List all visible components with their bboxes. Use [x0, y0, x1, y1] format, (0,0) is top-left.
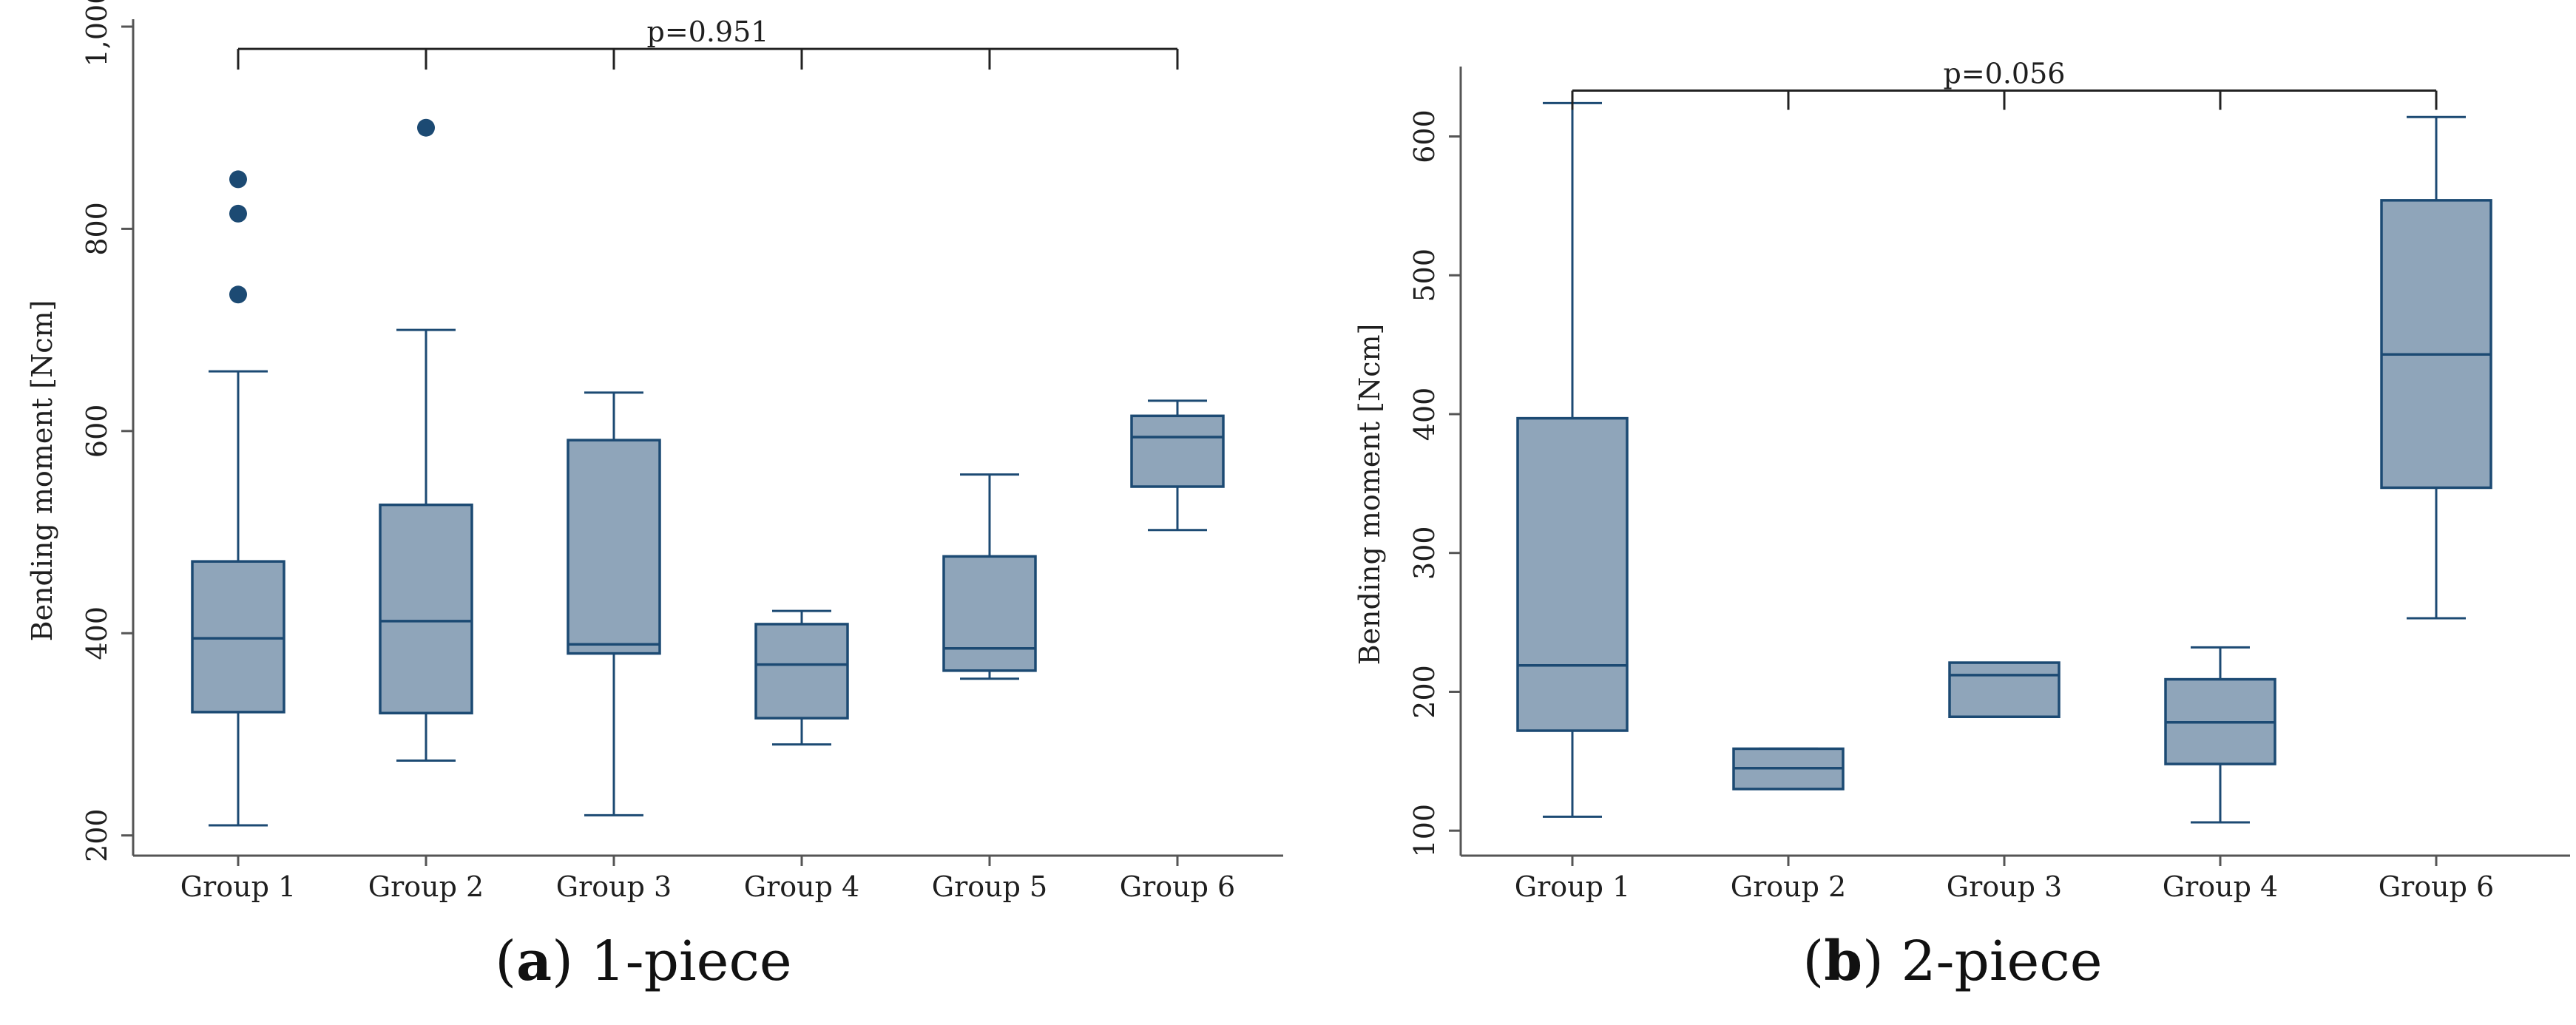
panel-b-caption: (b) 2-piece	[1802, 930, 2102, 993]
outlier-point	[417, 118, 435, 137]
y-tick-label: 400	[81, 606, 113, 660]
outlier-point	[229, 204, 247, 223]
y-tick-label: 500	[1408, 248, 1441, 302]
x-tick-label: Group 6	[2379, 870, 2494, 903]
iqr-box	[942, 555, 1037, 672]
box-5	[2380, 115, 2492, 620]
box-1	[191, 170, 285, 827]
significance-bracket: p=0.951	[237, 16, 1179, 70]
y-tick-label: 200	[1408, 665, 1441, 719]
y-tick-label: 200	[81, 808, 113, 862]
box-2	[1732, 747, 1845, 791]
x-tick-label: Group 4	[2163, 870, 2278, 903]
box-4	[2164, 646, 2276, 824]
box-2	[379, 118, 473, 762]
x-tick-label: Group 3	[1947, 870, 2062, 903]
box-5	[942, 473, 1037, 680]
iqr-box	[1130, 414, 1225, 488]
x-tick-label: Group 6	[1120, 870, 1235, 903]
y-tick-label: 1,000	[81, 0, 113, 67]
iqr-box	[1516, 416, 1629, 732]
iqr-box	[1948, 661, 2061, 719]
x-tick-label: Group 2	[1731, 870, 1846, 903]
y-axis-label: Bending moment [Ncm]	[1353, 324, 1386, 666]
panel-a-caption: (a) 1-piece	[495, 930, 791, 993]
panel-a-chart: 200 400 600 800 1,000 Bending moment [Ncm] Gro…	[26, 0, 1283, 903]
iqr-box	[191, 560, 285, 714]
panel-b-chart: 100 200 300 400 500 600 Bending moment [Ncm] Gr…	[1353, 58, 2570, 903]
y-tick-label: 600	[1408, 109, 1441, 163]
y-axis-label: Bending moment [Ncm]	[26, 300, 58, 642]
y-tick-label: 100	[1408, 804, 1441, 858]
y-tick-label: 400	[1408, 388, 1441, 442]
iqr-box	[379, 503, 473, 714]
box-1	[1516, 101, 1629, 818]
x-tick-label: Group 5	[932, 870, 1047, 903]
y-tick-label: 800	[81, 202, 113, 256]
x-tick-label: Group 3	[556, 870, 672, 903]
x-tick-label: Group 1	[1515, 870, 1630, 903]
box-4	[754, 609, 849, 746]
panel-a-caption-text: 1-piece	[591, 930, 792, 993]
p-value-label: p=0.056	[1944, 58, 2066, 90]
box-3	[1948, 661, 2061, 719]
y-tick-label: 300	[1408, 526, 1441, 580]
panel-b-caption-letter: b	[1824, 930, 1862, 993]
iqr-box	[567, 439, 661, 655]
outlier-point	[229, 285, 247, 304]
y-tick-label: 600	[81, 405, 113, 459]
box-3	[567, 391, 661, 816]
iqr-box	[754, 623, 849, 720]
x-tick-label: Group 4	[744, 870, 859, 903]
box-6	[1130, 399, 1225, 532]
iqr-box	[2380, 199, 2492, 490]
x-tick-label: Group 2	[368, 870, 484, 903]
panel-a-caption-letter: a	[516, 930, 552, 993]
outlier-point	[229, 170, 247, 189]
p-value-label: p=0.951	[647, 16, 769, 48]
significance-bracket: p=0.056	[1571, 58, 2438, 110]
panel-b-caption-text: 2-piece	[1901, 930, 2102, 993]
x-tick-label: Group 1	[180, 870, 296, 903]
